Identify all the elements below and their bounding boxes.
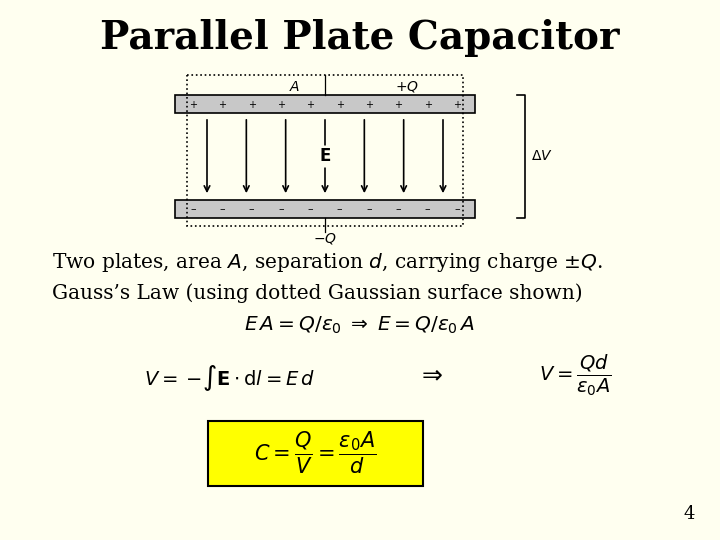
Bar: [187, 75, 463, 226]
Text: +: +: [423, 100, 432, 110]
Text: –: –: [249, 204, 254, 214]
Text: +: +: [277, 100, 285, 110]
Text: +: +: [306, 100, 315, 110]
Text: +: +: [218, 100, 226, 110]
Text: –: –: [425, 204, 431, 214]
Bar: [175, 200, 475, 218]
Text: $C = \dfrac{Q}{V} = \dfrac{\varepsilon_0 A}{d}$: $C = \dfrac{Q}{V} = \dfrac{\varepsilon_0…: [254, 430, 377, 476]
Text: $\mathbf{E}$: $\mathbf{E}$: [319, 148, 331, 165]
Text: $\Delta V$: $\Delta V$: [531, 150, 553, 164]
Text: Two plates, area $A$, separation $d$, carrying charge $\pm Q$.: Two plates, area $A$, separation $d$, ca…: [52, 252, 603, 274]
Text: $-Q$: $-Q$: [313, 231, 337, 246]
Text: +: +: [248, 100, 256, 110]
Text: $A$: $A$: [289, 80, 301, 94]
Text: Parallel Plate Capacitor: Parallel Plate Capacitor: [100, 19, 620, 57]
Text: –: –: [190, 204, 196, 214]
Text: –: –: [454, 204, 460, 214]
Text: 4: 4: [683, 505, 695, 523]
Text: $\Rightarrow$: $\Rightarrow$: [417, 363, 444, 387]
Text: +: +: [453, 100, 461, 110]
Text: $V = \dfrac{Qd}{\varepsilon_0 A}$: $V = \dfrac{Qd}{\varepsilon_0 A}$: [539, 352, 611, 397]
Text: +: +: [395, 100, 402, 110]
Text: –: –: [337, 204, 343, 214]
Text: $E\,A = Q/\varepsilon_0 \;\Rightarrow\; E = Q/\varepsilon_0\,A$: $E\,A = Q/\varepsilon_0 \;\Rightarrow\; …: [244, 314, 476, 336]
Text: –: –: [366, 204, 372, 214]
Text: –: –: [307, 204, 313, 214]
Bar: [175, 95, 475, 113]
Text: Gauss’s Law (using dotted Gaussian surface shown): Gauss’s Law (using dotted Gaussian surfa…: [52, 283, 582, 303]
Text: $+Q$: $+Q$: [395, 79, 419, 94]
Text: +: +: [365, 100, 373, 110]
Text: $V = -\!\int \mathbf{E}\cdot\mathrm{d}l = E\,d$: $V = -\!\int \mathbf{E}\cdot\mathrm{d}l …: [145, 363, 315, 393]
Text: +: +: [336, 100, 343, 110]
Text: –: –: [220, 204, 225, 214]
Text: –: –: [395, 204, 401, 214]
FancyBboxPatch shape: [208, 421, 423, 485]
Text: +: +: [189, 100, 197, 110]
Text: –: –: [278, 204, 284, 214]
